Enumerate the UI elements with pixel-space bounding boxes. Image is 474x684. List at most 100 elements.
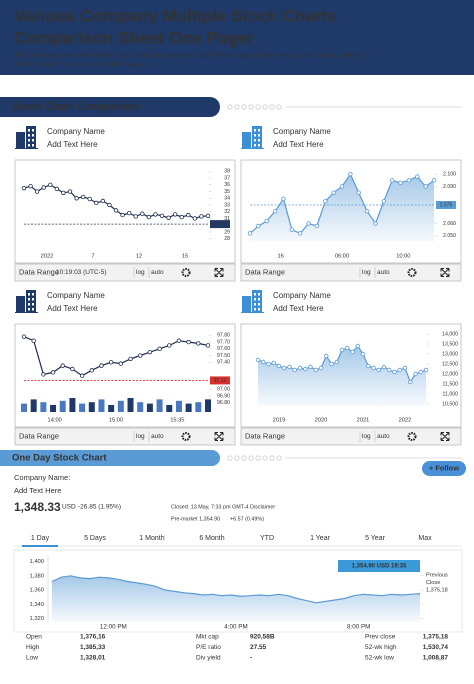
marker [413, 371, 418, 377]
company-name: Company Name [47, 127, 105, 136]
icon [252, 126, 262, 148]
y-tick-label: 1,320 [29, 616, 44, 622]
icon-window [258, 308, 260, 311]
company-text: Add Text Here [273, 140, 324, 149]
stat-label: 52-wk low [365, 655, 394, 662]
subtitle: This one pager shows the multiple stock … [14, 52, 366, 59]
pre-change: +6.57 (0.49%) [230, 516, 264, 522]
company-name: Company Name: [14, 473, 70, 482]
marker [431, 178, 437, 183]
marker [276, 363, 282, 369]
x-tick-label: 12 [136, 254, 142, 260]
range-tab[interactable]: 5 Year [365, 535, 386, 542]
range-tab[interactable]: 1 Year [310, 535, 331, 542]
marker [350, 349, 355, 355]
icon-window [28, 293, 30, 296]
ref-box [210, 220, 230, 229]
marker [186, 212, 191, 218]
marker [297, 231, 303, 236]
y-tick-label: 36 [224, 182, 230, 188]
y-tick-label: 33 [224, 202, 230, 208]
icon-window [32, 139, 34, 142]
marker [339, 184, 345, 189]
y-tick-label: 38 [224, 169, 230, 175]
marker [303, 366, 308, 372]
icon [242, 296, 251, 312]
marker [94, 200, 99, 206]
marker [167, 343, 172, 348]
marker [61, 190, 66, 196]
y-tick-label: 12,500 [442, 361, 458, 367]
section-pill [0, 97, 220, 117]
marker [423, 367, 429, 373]
y-tick-label: 97.50 [217, 353, 230, 359]
expand-icon [440, 268, 450, 277]
data-range: Data Range [19, 267, 59, 276]
stat-label: Mkt cap [196, 634, 219, 641]
marker [360, 351, 366, 357]
company-text: Add Text Here [47, 140, 98, 149]
y-tick-label: 37 [224, 175, 230, 181]
marker [120, 212, 125, 218]
x-tick-label: 2022 [41, 254, 54, 260]
volume-bar [195, 402, 202, 412]
range-tab[interactable]: Max [418, 535, 432, 542]
marker [247, 231, 253, 236]
marker [100, 198, 106, 204]
company-text: Add Text Here [14, 486, 61, 495]
volume-bar [127, 398, 134, 412]
marker [313, 367, 318, 373]
marker [176, 338, 182, 343]
price: 1,348.33 [14, 500, 61, 514]
range-tab[interactable]: 5 Days [84, 535, 106, 542]
range-tab[interactable]: 6 Month [199, 535, 224, 542]
marker [348, 171, 353, 177]
stat-value: 1,375,18 [423, 634, 449, 641]
range-tab[interactable]: 1 Day [31, 535, 50, 542]
y-tick-label: 1,380 [29, 573, 44, 579]
ref-label: 97.13 [214, 378, 227, 384]
marker [41, 372, 46, 377]
icon-window [28, 303, 30, 306]
x-tick-label: 15 [182, 254, 188, 260]
marker [199, 214, 204, 219]
company-text: Add Text Here [273, 304, 324, 313]
footer-bar [240, 427, 462, 446]
marker [373, 221, 378, 226]
marker [406, 178, 412, 183]
marker [308, 364, 313, 370]
marker [306, 221, 311, 226]
marker [108, 360, 114, 365]
ref-label: 30.16 [214, 221, 227, 227]
subtitle: listed in market, 5 years stock, market … [14, 61, 152, 68]
company-text: Add Text Here [47, 304, 98, 313]
ref-box [436, 201, 456, 209]
stat-value: 1,008,87 [423, 655, 449, 662]
marker [287, 364, 292, 370]
dot [227, 104, 233, 110]
dot [248, 104, 254, 110]
marker [146, 214, 152, 220]
prev-close: 1,375,18 [426, 587, 448, 593]
y-tick-label: 14,000 [442, 331, 458, 337]
range-tab[interactable]: YTD [260, 535, 274, 542]
follow-label: + Follow [429, 463, 459, 472]
dot [269, 455, 275, 461]
marker [99, 363, 104, 368]
y-tick-label: 11,000 [443, 391, 459, 397]
icon-window [254, 134, 256, 137]
range-tab[interactable]: 1 Month [139, 535, 164, 542]
volume-bar [98, 399, 105, 412]
volume-bar [117, 400, 124, 412]
dot [262, 455, 268, 461]
marker [50, 370, 56, 375]
chart-box [14, 159, 236, 264]
expand-icon [214, 432, 224, 441]
currency: USD [62, 504, 76, 511]
marker [329, 361, 334, 367]
log-button: log [136, 433, 145, 440]
follow-button[interactable] [422, 461, 466, 476]
marker [323, 199, 328, 204]
volume-bar [137, 402, 144, 412]
